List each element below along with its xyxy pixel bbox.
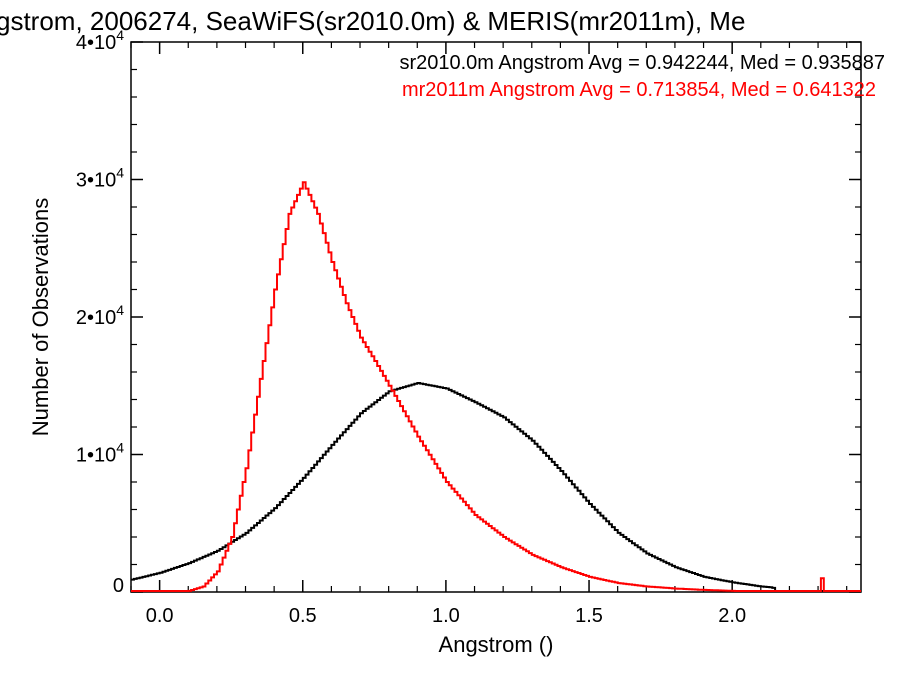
y-tick-label: 3•104: [76, 165, 124, 192]
y-tick-label: 4•104: [76, 27, 124, 54]
x-tick-label: 1.0: [432, 605, 460, 627]
y-axis-title: Number of Observations: [28, 198, 53, 436]
chart-title: gstrom, 2006274, SeaWiFS(sr2010.0m) & ME…: [0, 6, 745, 36]
legend-entry-mr2011: mr2011m Angstrom Avg = 0.713854, Med = 0…: [402, 79, 876, 101]
y-tick-label: 1•104: [76, 440, 124, 467]
x-tick-label: 0.0: [146, 605, 174, 627]
legend-entry-sr2010: sr2010.0m Angstrom Avg = 0.942244, Med =…: [399, 52, 885, 74]
series-line-mr2011: [131, 181, 861, 592]
x-axis-ticks: 0.0 0.5 1.0 1.5 2.0: [130, 42, 848, 627]
y-tick-label: 0: [113, 575, 124, 597]
x-axis-title: Angstrom (): [439, 632, 554, 657]
x-tick-label: 1.5: [575, 605, 603, 627]
series-layer: [131, 181, 861, 592]
x-tick-label: 0.5: [289, 605, 317, 627]
x-tick-label: 2.0: [718, 605, 746, 627]
y-tick-label: 2•104: [76, 302, 124, 329]
series-line-sr2010: [131, 382, 861, 592]
y-axis-ticks: 0 1•104 2•104 3•104 4•104: [76, 27, 861, 597]
